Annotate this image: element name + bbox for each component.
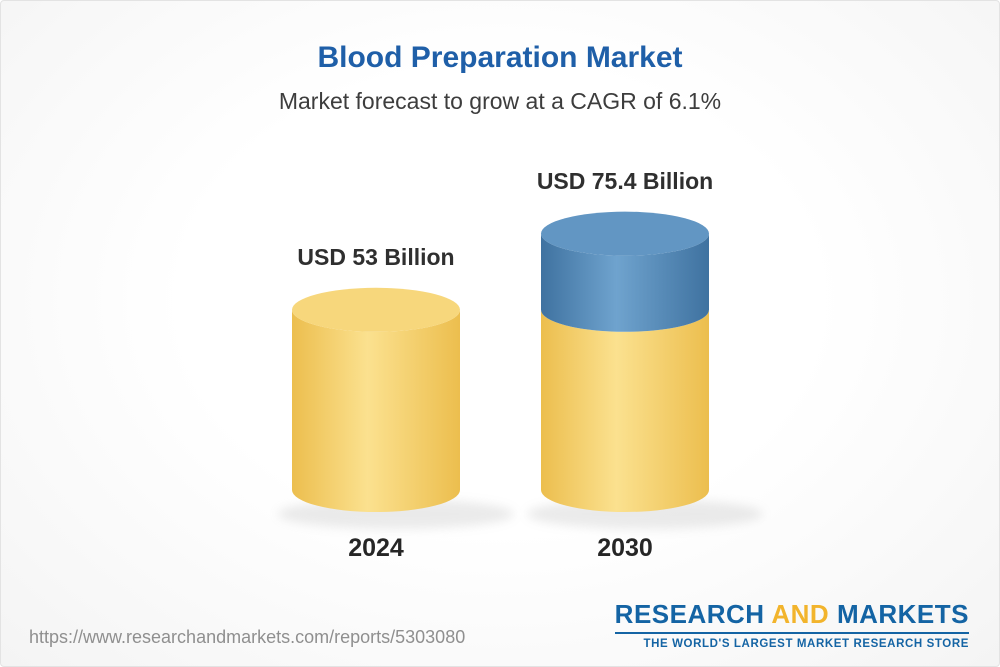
category-label-2030: 2030 bbox=[597, 534, 653, 562]
report-url: https://www.researchandmarkets.com/repor… bbox=[29, 627, 466, 647]
logo-divider bbox=[614, 632, 969, 634]
cylinder-2030 bbox=[541, 211, 709, 512]
cylinder-2024 bbox=[292, 287, 460, 512]
logo-word-research: RESEARCH bbox=[614, 599, 765, 629]
logo-word-markets: MARKETS bbox=[836, 599, 969, 629]
research-and-markets-logo: RESEARCH AND MARKETS THE WORLD'S LARGEST… bbox=[614, 601, 969, 650]
category-label-2024: 2024 bbox=[348, 534, 404, 562]
logo-wordmark: RESEARCH AND MARKETS bbox=[615, 601, 969, 627]
value-label-2024: USD 53 Billion bbox=[297, 243, 455, 270]
page-subtitle: Market forecast to grow at a CAGR of 6.1… bbox=[278, 88, 722, 114]
logo-tagline: THE WORLD'S LARGEST MARKET RESEARCH STOR… bbox=[643, 638, 969, 650]
logo-word-and: AND bbox=[771, 599, 830, 629]
value-label-2030: USD 75.4 Billion bbox=[536, 167, 714, 194]
page-title: Blood Preparation Market bbox=[317, 41, 683, 74]
